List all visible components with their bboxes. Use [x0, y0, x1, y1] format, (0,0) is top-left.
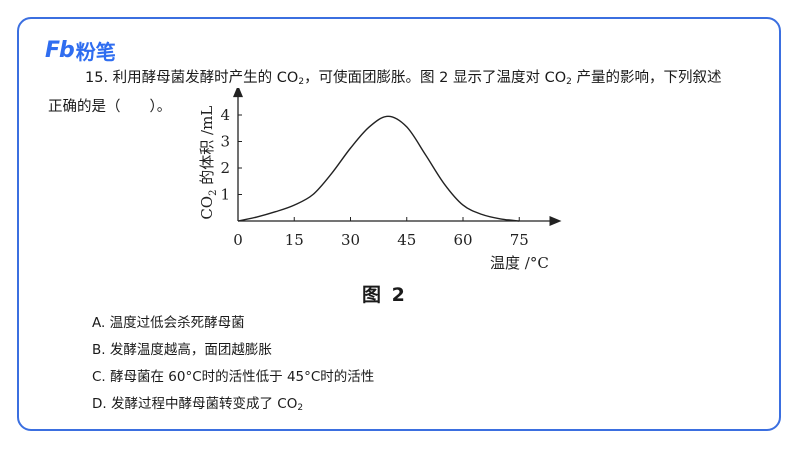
co2-volume-curve	[237, 115, 520, 222]
temperature-co2-chart: 0 15 30 45 60 75 1 2 3 4 CO2 的体积 /mL 温度 /°C	[198, 88, 562, 272]
option-a[interactable]: A. 温度过低会杀死酵母菌	[92, 315, 245, 331]
y-tick-label: 4	[220, 106, 230, 124]
x-axis-arrow	[549, 216, 562, 226]
question-text: 15. 利用酵母菌发酵时产生的 CO2，可使面团膨胀。图 2 显示了温度对 CO…	[48, 66, 763, 120]
option-c[interactable]: C. 酵母菌在 60°C时的活性低于 45°C时的活性	[92, 369, 375, 385]
x-tick-label: 45	[397, 231, 416, 249]
option-b[interactable]: B. 发酵温度越高，面团越膨胀	[92, 342, 272, 358]
y-tick-label: 1	[220, 186, 230, 204]
y-axis-label: CO2 的体积 /mL	[198, 106, 219, 220]
x-tick-label: 0	[233, 231, 243, 249]
y-tick-label: 2	[220, 159, 230, 177]
subscript: 2	[298, 77, 305, 87]
question-card	[17, 17, 781, 431]
option-d[interactable]: D. 发酵过程中酵母菌转变成了 CO2	[92, 391, 374, 418]
question-line-1-part-c: 产量的影响，下列叙述	[571, 70, 722, 86]
chart-axes	[233, 88, 562, 226]
subscript: 2	[297, 403, 304, 413]
chart-ticks: 0 15 30 45 60 75 1 2 3 4	[220, 106, 528, 249]
option-d-text: D. 发酵过程中酵母菌转变成了 CO	[92, 396, 298, 412]
question-line-1-part-b: ，可使面团膨胀。图 2 显示了温度对 CO	[304, 70, 567, 86]
brand-name: 粉笔	[75, 40, 116, 64]
brand-logo: Fb 粉笔	[45, 36, 116, 65]
x-tick-label: 30	[341, 231, 360, 249]
question-line-2: 正确的是（ ）。	[48, 99, 172, 115]
question-line-1: 15. 利用酵母菌发酵时产生的 CO2，可使面团膨胀。图 2 显示了温度对 CO…	[48, 66, 763, 95]
brand-logo-mark: Fb	[45, 38, 75, 63]
x-tick-label: 75	[510, 231, 529, 249]
figure-caption: 图 2	[362, 284, 407, 306]
question-line-1-part-a: 15. 利用酵母菌发酵时产生的 CO	[85, 70, 299, 86]
answer-options: A. 温度过低会杀死酵母菌 B. 发酵温度越高，面团越膨胀 C. 酵母菌在 60…	[92, 310, 374, 418]
x-tick-label: 15	[285, 231, 304, 249]
y-tick-label: 3	[220, 133, 230, 151]
y-axis-arrow	[233, 88, 243, 98]
x-axis-label: 温度 /°C	[490, 254, 549, 272]
x-tick-label: 60	[453, 231, 472, 249]
subscript: 2	[566, 77, 572, 87]
